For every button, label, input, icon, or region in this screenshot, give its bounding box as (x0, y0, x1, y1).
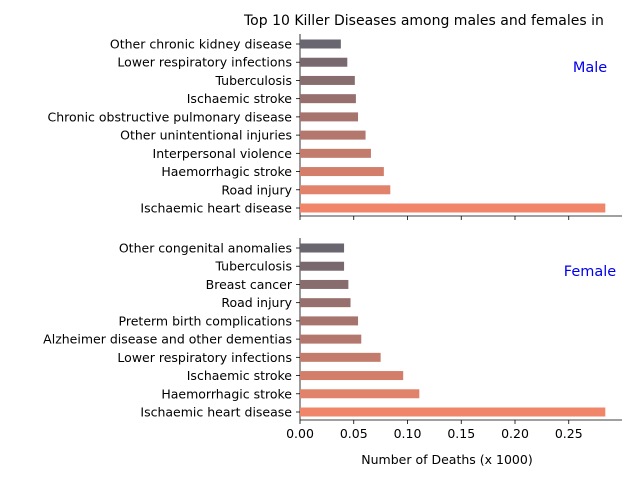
male-category-label: Chronic obstructive pulmonary disease (48, 109, 293, 124)
male-bar (300, 203, 606, 213)
male-category-label: Ischaemic stroke (187, 91, 293, 106)
female-category-label: Breast cancer (206, 277, 293, 292)
male-bar (300, 112, 359, 122)
x-tick-label: 0.15 (447, 426, 475, 441)
female-panel: Ischaemic heart disease Haemorrhagic stro… (43, 238, 622, 421)
female-category-label: Ischaemic heart disease (140, 405, 292, 420)
male-category-label: Road injury (221, 182, 292, 197)
male-bar (300, 130, 366, 140)
female-bar (300, 334, 362, 344)
male-category-label: Other chronic kidney disease (110, 37, 292, 52)
female-category-label: Alzheimer disease and other dementias (43, 332, 292, 347)
female-category-label: Road injury (221, 295, 292, 310)
male-category-label: Haemorrhagic stroke (161, 164, 292, 179)
x-axis-label: Number of Deaths (x 1000) (361, 452, 532, 467)
male-category-label: Lower respiratory infections (117, 55, 292, 70)
x-tick-label: 0.00 (286, 426, 314, 441)
male-category-label: Interpersonal violence (153, 146, 293, 161)
female-bar (300, 261, 345, 271)
female-category-label: Haemorrhagic stroke (161, 386, 292, 401)
female-category-label: Ischaemic stroke (187, 368, 293, 383)
male-bar (300, 39, 341, 49)
female-bar (300, 352, 381, 362)
male-bar (300, 75, 355, 85)
x-tick-label: 0.20 (501, 426, 529, 441)
female-bar (300, 407, 606, 417)
male-category-label: Other unintentional injuries (120, 128, 292, 143)
female-category-label: Lower respiratory infections (117, 350, 292, 365)
female-bar (300, 279, 349, 289)
x-tick-label: 0.25 (555, 426, 583, 441)
female-bar (300, 243, 345, 253)
x-tick-label: 0.10 (394, 426, 422, 441)
female-category-label: Preterm birth complications (119, 313, 292, 328)
female-panel-label: Female (564, 264, 617, 280)
female-bar (300, 316, 359, 326)
female-category-label: Other congenital anomalies (119, 241, 292, 256)
male-bar (300, 57, 348, 67)
male-category-label: Tuberculosis (214, 73, 292, 88)
x-axis: 0.00 0.05 0.10 0.15 0.20 0.25 (286, 420, 583, 441)
chart-title: Top 10 Killer Diseases among males and f… (243, 13, 604, 29)
male-category-label: Ischaemic heart disease (140, 201, 292, 216)
female-bar (300, 389, 420, 399)
female-category-label: Tuberculosis (214, 259, 292, 274)
female-bar (300, 298, 351, 308)
female-bar (300, 371, 404, 381)
male-bar (300, 148, 371, 158)
x-tick-label: 0.05 (340, 426, 368, 441)
male-panel: Ischaemic heart disease Road injury Haemor… (48, 34, 622, 220)
male-bar (300, 167, 384, 177)
male-panel-label: Male (573, 60, 607, 76)
male-bar (300, 94, 356, 104)
male-bar (300, 185, 391, 195)
